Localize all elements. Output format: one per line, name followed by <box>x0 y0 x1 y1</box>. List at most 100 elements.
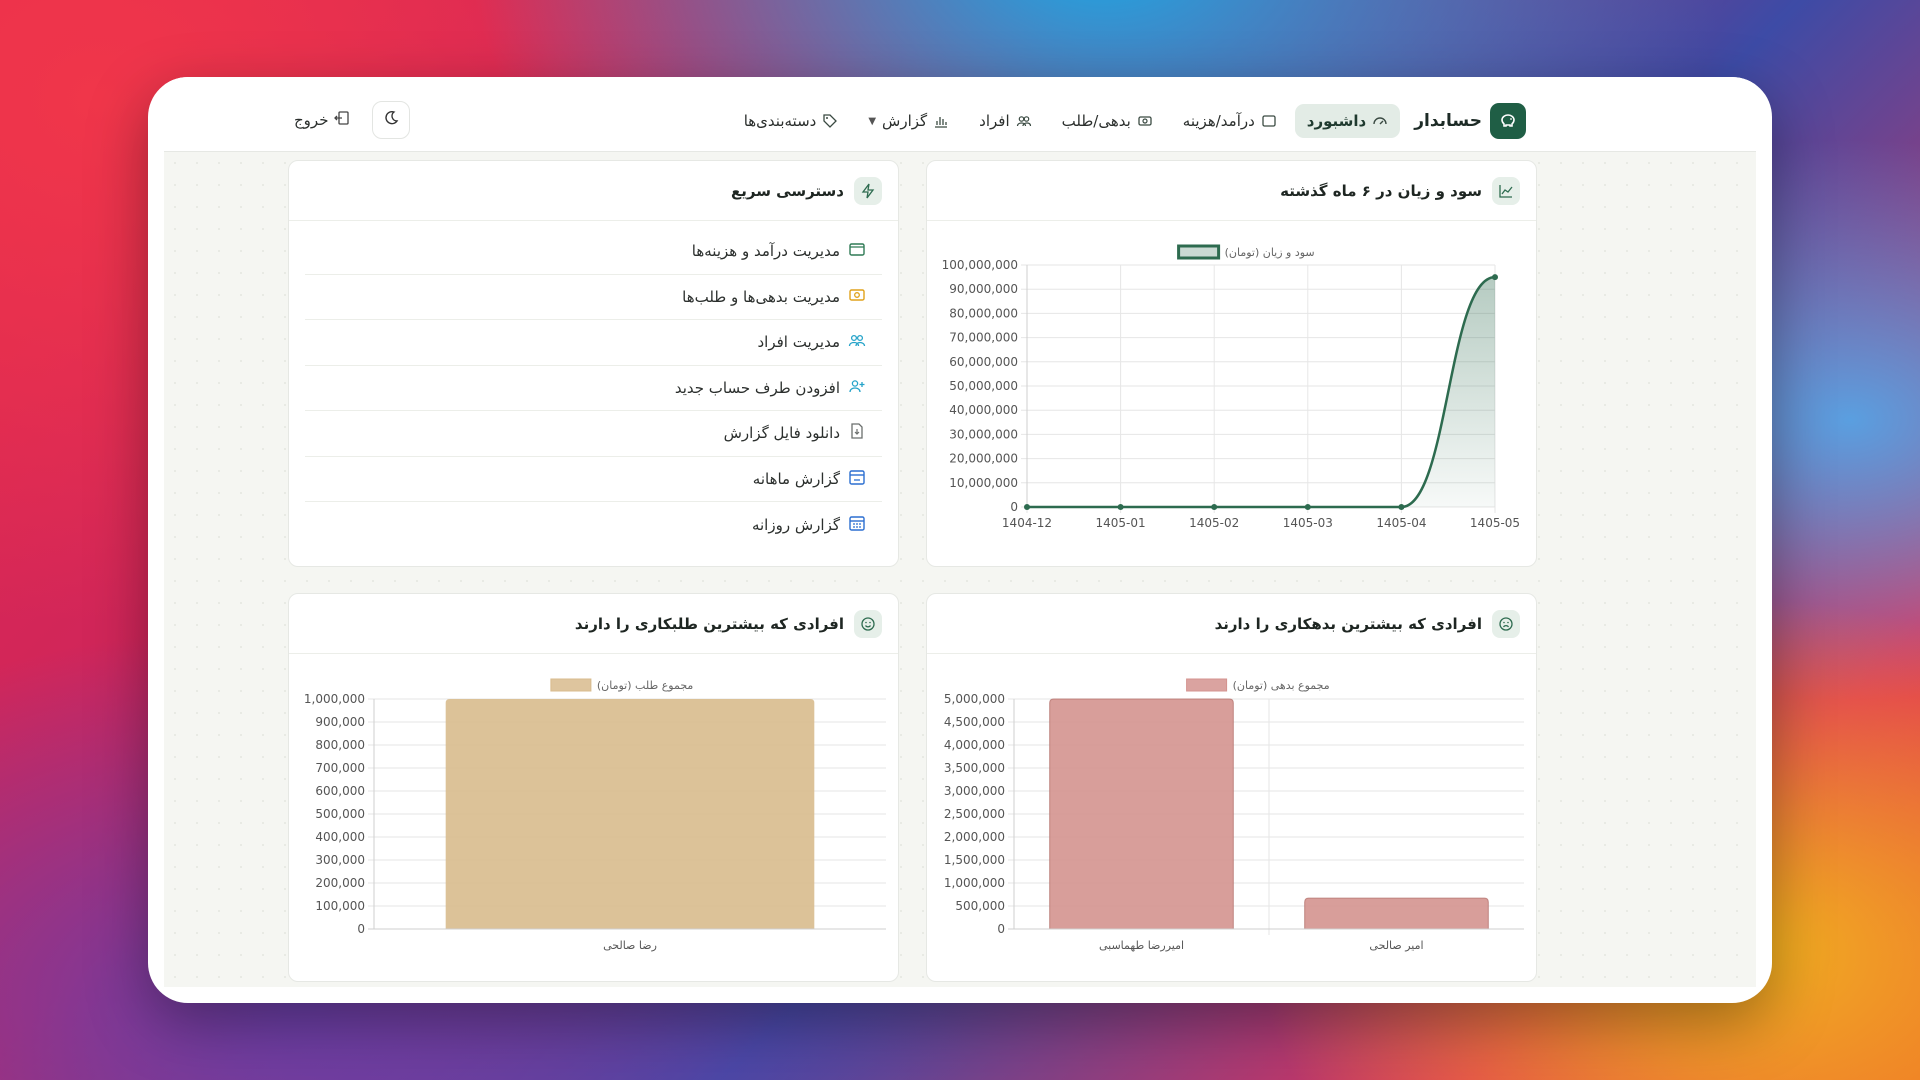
quick-item-label: مدیریت درآمد و هزینه‌ها <box>691 242 840 261</box>
brand[interactable]: حسابدار <box>1414 103 1526 139</box>
legend-swatch <box>1186 678 1228 692</box>
quick-item-label: دانلود فایل گزارش <box>723 424 840 443</box>
quick-item-daily-report[interactable]: گزارش روزانه <box>305 502 882 548</box>
money-icon <box>848 286 866 308</box>
x-tick-label: 1405-05 <box>1470 516 1520 530</box>
tag-icon <box>822 113 838 129</box>
x-tick-label: امیر صالحی <box>1369 939 1423 952</box>
smile-face-icon <box>854 609 882 638</box>
nav-income-expense[interactable]: درآمد/هزینه <box>1171 104 1289 138</box>
trend-chart-icon <box>1492 176 1520 205</box>
legend-swatch <box>1177 244 1221 260</box>
chevron-down-icon: ▼ <box>868 115 877 127</box>
data-point <box>1304 504 1311 510</box>
y-tick-label: 5,000,000 <box>944 692 1005 706</box>
data-point <box>1211 504 1218 510</box>
data-point <box>1398 504 1405 510</box>
quick-access-list: مدیریت درآمد و هزینه‌ها مدیریت بدهی‌ها و… <box>289 221 898 548</box>
top-creditors-card: افرادی که بیشترین طلبکاری را دارند مجموع… <box>288 593 899 982</box>
logout-icon <box>334 110 350 130</box>
nav-income-expense-label: درآمد/هزینه <box>1182 112 1255 130</box>
top-navbar: حسابدار داشبورد درآمد/هزینه بدهی/طلب افر… <box>164 77 1756 152</box>
y-tick-label: 50,000,000 <box>949 379 1018 393</box>
quick-item-label: افزودن طرف حساب جدید <box>674 378 840 397</box>
nav-dashboard-label: داشبورد <box>1306 112 1367 130</box>
wallet-icon <box>1261 113 1277 129</box>
quick-item-label: مدیریت بدهی‌ها و طلب‌ها <box>682 287 840 306</box>
nav-categories[interactable]: دسته‌بندی‌ها <box>732 104 851 138</box>
quick-item-people[interactable]: مدیریت افراد <box>305 320 882 366</box>
lightning-icon <box>854 176 882 205</box>
legend-label: سود و زیان (تومان) <box>1225 246 1315 259</box>
y-tick-label: 4,000,000 <box>944 738 1005 752</box>
nav-debts[interactable]: بدهی/طلب <box>1050 104 1165 138</box>
file-download-icon <box>848 422 866 444</box>
y-tick-label: 1,500,000 <box>944 853 1005 867</box>
y-tick-label: 30,000,000 <box>949 427 1018 441</box>
top-debtors-card: افرادی که بیشترین بدهکاری را دارند مجموع… <box>926 593 1537 982</box>
y-tick-label: 3,000,000 <box>944 784 1005 798</box>
bar <box>1304 897 1489 930</box>
x-tick-label: رضا صالحی <box>603 939 657 952</box>
y-tick-label: 70,000,000 <box>949 331 1018 345</box>
x-tick-label: 1405-03 <box>1283 516 1333 530</box>
series-area <box>1027 277 1495 507</box>
sad-face-icon <box>1492 609 1520 638</box>
y-tick-label: 20,000,000 <box>949 452 1018 466</box>
quick-item-label: مدیریت افراد <box>757 333 841 352</box>
top-debtors-card-title: افرادی که بیشترین بدهکاری را دارند <box>1214 614 1482 633</box>
y-tick-label: 0 <box>997 922 1005 936</box>
dashboard-icon <box>1372 113 1388 129</box>
y-tick-label: 2,500,000 <box>944 807 1005 821</box>
y-tick-label: 10,000,000 <box>949 476 1018 490</box>
x-tick-label: 1405-02 <box>1189 516 1239 530</box>
bar <box>1049 698 1234 930</box>
quick-item-income-expense[interactable]: مدیریت درآمد و هزینه‌ها <box>305 229 882 275</box>
quick-access-card-title: دسترسی سریع <box>730 181 844 200</box>
y-tick-label: 200,000 <box>315 876 365 890</box>
quick-item-download-report[interactable]: دانلود فایل گزارش <box>305 411 882 457</box>
logout-button[interactable]: خروج <box>294 110 350 130</box>
quick-item-debts[interactable]: مدیریت بدهی‌ها و طلب‌ها <box>305 275 882 320</box>
profit-loss-card-title: سود و زیان در ۶ ماه گذشته <box>1280 181 1482 200</box>
y-tick-label: 500,000 <box>315 807 365 821</box>
legend-swatch <box>550 678 592 692</box>
theme-toggle-button[interactable] <box>372 101 411 139</box>
y-tick-label: 500,000 <box>955 899 1005 913</box>
money-icon <box>1137 113 1153 129</box>
y-tick-label: 900,000 <box>315 715 365 729</box>
quick-item-label: گزارش روزانه <box>751 515 840 534</box>
y-tick-label: 40,000,000 <box>949 403 1018 417</box>
y-tick-label: 0 <box>357 922 365 936</box>
y-tick-label: 700,000 <box>315 761 365 775</box>
y-tick-label: 1,000,000 <box>944 876 1005 890</box>
people-icon <box>1016 113 1032 129</box>
dashboard-content: سود و زیان در ۶ ماه گذشته سود و زیان (تو… <box>164 152 1756 987</box>
x-tick-label: 1405-04 <box>1376 516 1426 530</box>
y-tick-label: 4,500,000 <box>944 715 1005 729</box>
profit-loss-card: سود و زیان در ۶ ماه گذشته سود و زیان (تو… <box>926 160 1537 567</box>
nav-dashboard[interactable]: داشبورد <box>1294 104 1401 138</box>
y-tick-label: 80,000,000 <box>949 306 1018 320</box>
series-line <box>1026 275 1496 509</box>
quick-item-add-account[interactable]: افزودن طرف حساب جدید <box>305 366 882 411</box>
data-point <box>1492 274 1498 281</box>
nav-report-dropdown[interactable]: گزارش ▼ <box>856 104 961 138</box>
nav-report-label: گزارش <box>882 112 928 130</box>
data-point <box>1024 504 1030 510</box>
quick-item-monthly-report[interactable]: گزارش ماهانه <box>305 457 882 502</box>
y-tick-label: 600,000 <box>315 784 365 798</box>
brand-name: حسابدار <box>1414 111 1482 131</box>
people-icon <box>848 331 866 353</box>
y-tick-label: 100,000 <box>315 899 365 913</box>
person-add-icon <box>848 377 866 399</box>
data-point <box>1117 504 1124 510</box>
top-creditors-card-title: افرادی که بیشترین طلبکاری را دارند <box>574 614 844 633</box>
y-tick-label: 2,000,000 <box>944 830 1005 844</box>
piggy-bank-icon <box>1490 103 1526 139</box>
calendar-day-icon <box>848 514 866 536</box>
nav-people[interactable]: افراد <box>967 104 1043 138</box>
bar <box>445 699 815 929</box>
nav-categories-label: دسته‌بندی‌ها <box>743 112 817 130</box>
quick-access-card: دسترسی سریع مدیریت درآمد و هزینه‌ها مدیر… <box>288 160 899 567</box>
